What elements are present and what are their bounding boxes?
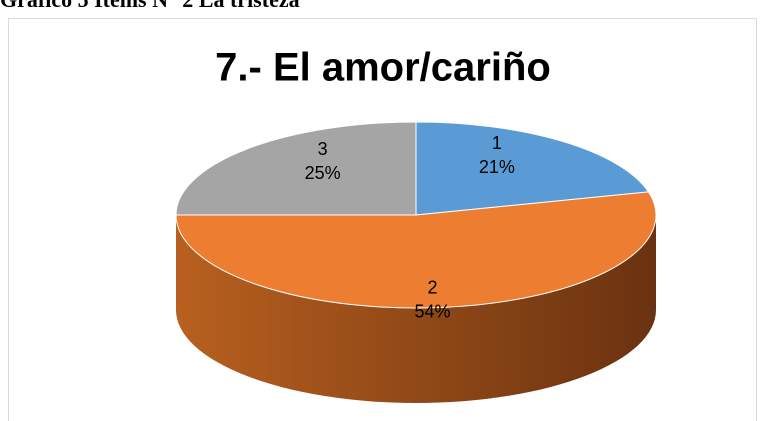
data-label: 54% — [415, 302, 451, 322]
data-label-category: 3 — [318, 139, 328, 159]
data-label: 21% — [479, 157, 515, 177]
slice-side — [176, 215, 656, 403]
slice — [175, 191, 657, 309]
slice — [175, 121, 417, 216]
caption: Gráfico 5 Ítems N° 2 La tristeza — [0, 0, 300, 12]
chart-title: 7.- El amor/cariño — [215, 46, 551, 90]
data-label-category: 2 — [428, 278, 438, 298]
data-label-category: 1 — [492, 133, 502, 153]
data-label: 25% — [305, 163, 341, 183]
chart-border — [8, 18, 757, 421]
slice — [415, 121, 650, 216]
